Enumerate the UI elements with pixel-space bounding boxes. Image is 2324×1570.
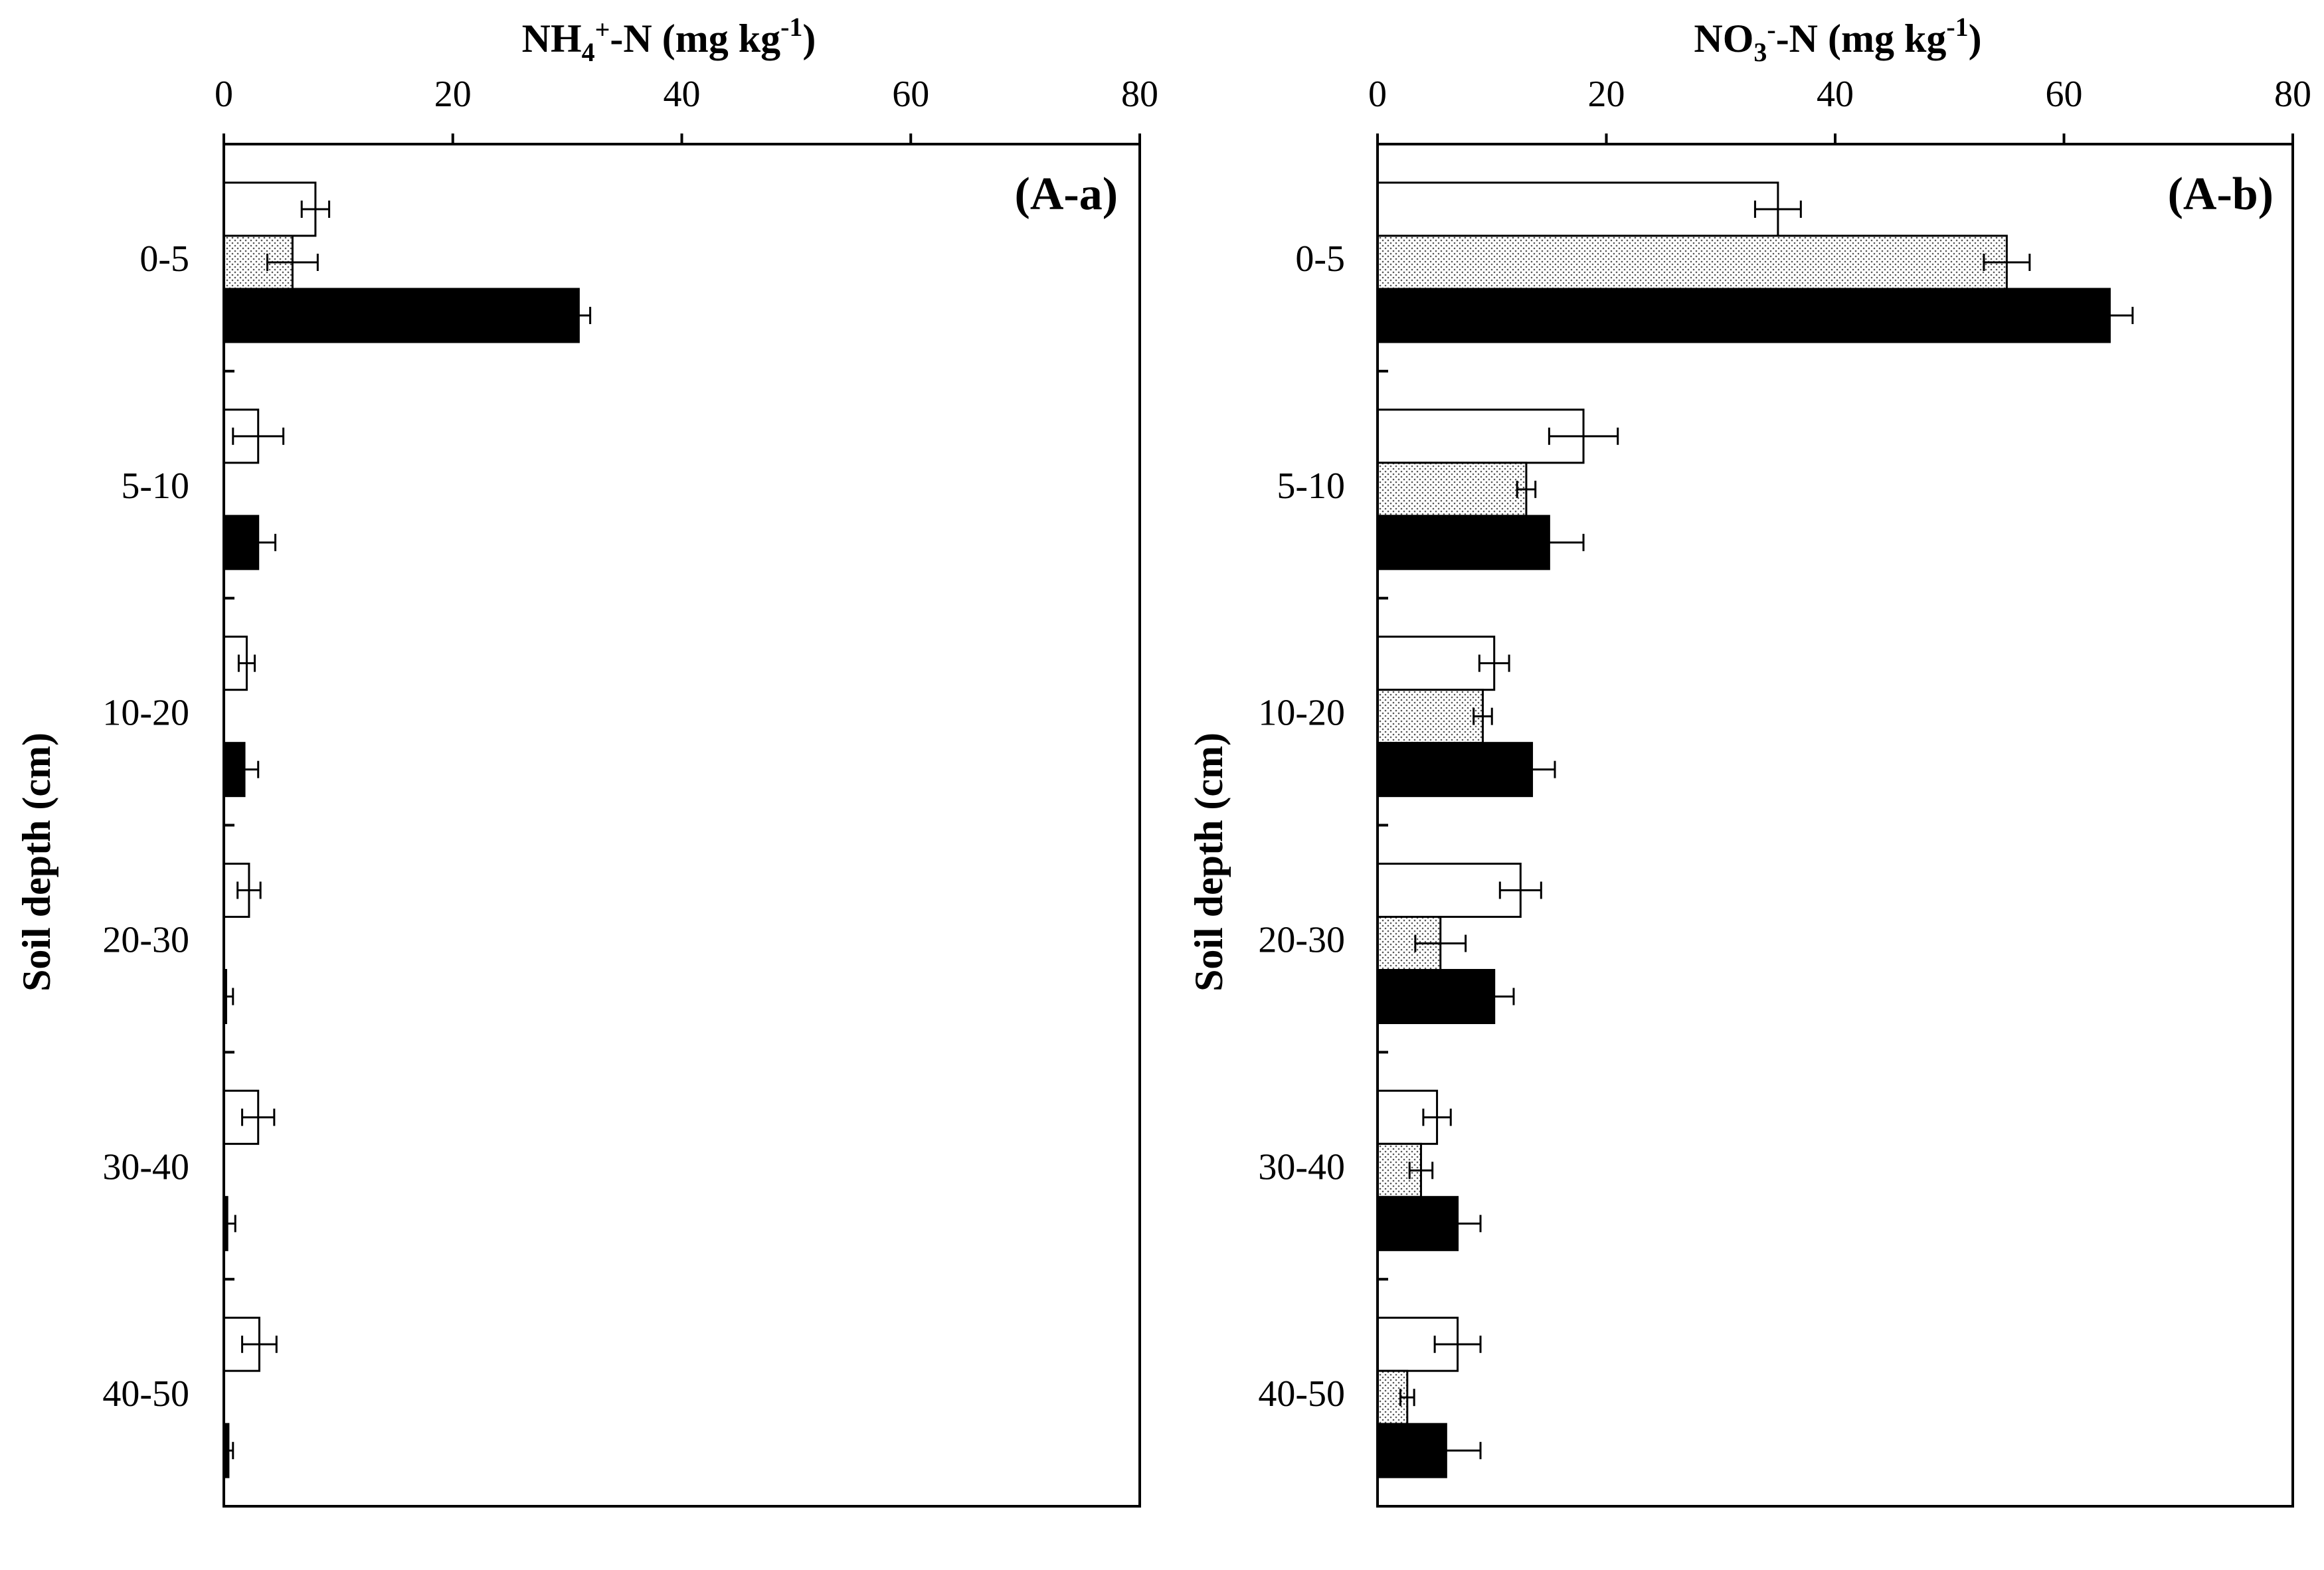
- y-category-label: 40-50: [1258, 1373, 1345, 1415]
- y-category-label: 5-10: [1277, 466, 1345, 507]
- x-tick-label: 20: [434, 74, 472, 115]
- error-bar: [1411, 1442, 1482, 1460]
- y-axis-title: Soil depth (cm): [15, 733, 58, 992]
- error-bar: [229, 760, 260, 778]
- plot-frame: [1376, 143, 2294, 1508]
- bar-solid: [1376, 288, 2111, 343]
- error-bar: [1753, 201, 1802, 218]
- error-bar: [1983, 254, 2031, 271]
- x-axis-title: NO3--N (mg kg-1): [1694, 12, 1981, 67]
- x-axis-title: NH4+-N (mg kg-1): [522, 12, 816, 67]
- y-category-label: 40-50: [102, 1373, 189, 1415]
- x-tick-label: 20: [1588, 74, 1625, 115]
- error-bar: [241, 1336, 278, 1353]
- error-bar: [2086, 307, 2134, 324]
- error-bar: [1548, 427, 1619, 445]
- error-bar: [236, 881, 262, 899]
- x-tick-label: 0: [1368, 74, 1387, 115]
- y-categories: 0-5 5-10 10-20 20-30 30-40 40-50: [102, 238, 234, 1415]
- error-bar: [232, 427, 285, 445]
- error-bar: [1422, 1108, 1452, 1126]
- y-category-label: 20-30: [102, 919, 189, 960]
- y-category-label: 5-10: [121, 466, 189, 507]
- error-bar: [1514, 533, 1585, 551]
- bar-dotted: [1376, 689, 1484, 744]
- x-tick-label: 40: [1817, 74, 1854, 115]
- bars: [223, 181, 580, 1478]
- error-bar: [1498, 881, 1542, 899]
- y-category-label: 30-40: [1258, 1146, 1345, 1187]
- y-category-label: 10-20: [1258, 693, 1345, 734]
- bar-dotted: [1376, 234, 2008, 290]
- error-bar: [1433, 1336, 1482, 1353]
- panel-b-no3: NO3--N (mg kg-1) (A-b) Soil depth (cm) 0…: [1187, 12, 2311, 1508]
- bar-open: [1376, 636, 1496, 691]
- error-bar: [566, 307, 592, 324]
- error-bar: [241, 1108, 276, 1126]
- error-bar: [266, 254, 319, 271]
- error-bar: [1516, 480, 1537, 498]
- plot-frame: [223, 143, 1141, 1508]
- y-category-label: 20-30: [1258, 919, 1345, 960]
- bar-solid: [223, 288, 580, 343]
- x-ticks: 0 20 40 60 80: [1368, 74, 2311, 144]
- y-axis-title: Soil depth (cm): [1187, 733, 1231, 992]
- error-bar: [1399, 1389, 1415, 1407]
- error-bars: [223, 201, 592, 1460]
- panel-label: (A-b): [2168, 169, 2274, 220]
- error-bar: [240, 533, 277, 551]
- bars: [1376, 181, 2111, 1478]
- error-bar: [1408, 1162, 1434, 1179]
- error-bar: [1473, 707, 1493, 725]
- bar-open: [1376, 181, 1779, 237]
- panel-label: (A-a): [1015, 169, 1118, 220]
- y-category-label: 30-40: [102, 1146, 189, 1187]
- x-tick-label: 80: [2274, 74, 2311, 115]
- y-category-label: 10-20: [102, 693, 189, 734]
- x-ticks: 0 20 40 60 80: [215, 74, 1158, 144]
- error-bars: [1399, 201, 2134, 1460]
- y-categories: 0-5 5-10 10-20 20-30 30-40 40-50: [1258, 238, 1388, 1415]
- error-bar: [1478, 654, 1510, 672]
- x-tick-label: 0: [215, 74, 233, 115]
- error-bar: [1508, 760, 1556, 778]
- error-bar: [300, 201, 331, 218]
- y-category-label: 0-5: [1295, 238, 1345, 280]
- bar-dotted: [1376, 462, 1528, 517]
- y-category-label: 0-5: [139, 238, 189, 280]
- panel-a-nh4: NH4+-N (mg kg-1) (A-a) Soil depth (cm) 0…: [15, 12, 1158, 1508]
- x-tick-label: 60: [2046, 74, 2083, 115]
- error-bar: [1433, 1215, 1482, 1233]
- x-tick-label: 40: [664, 74, 701, 115]
- x-tick-label: 60: [892, 74, 929, 115]
- error-bar: [1414, 934, 1467, 952]
- x-tick-label: 80: [1121, 74, 1158, 115]
- error-bar: [1473, 988, 1515, 1005]
- error-bar: [237, 654, 256, 672]
